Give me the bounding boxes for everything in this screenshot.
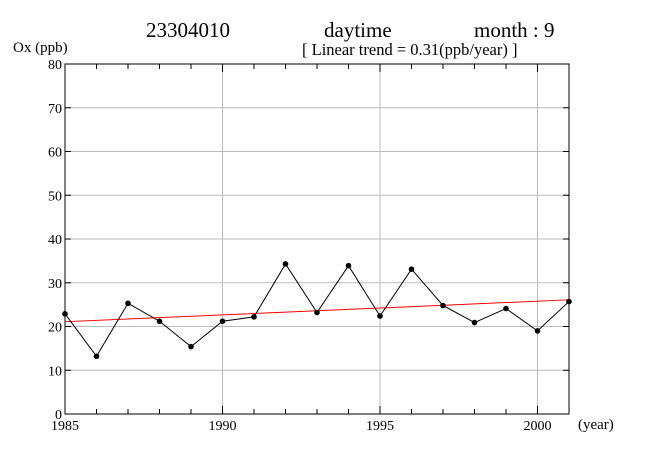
- period-label: daytime: [324, 18, 392, 42]
- data-point: [314, 309, 320, 316]
- y-tick-label: 50: [48, 189, 62, 204]
- x-tick-label: 1990: [209, 419, 237, 434]
- data-point: [156, 318, 163, 325]
- data-point: [62, 311, 68, 317]
- x-tick-label: 2000: [524, 419, 552, 434]
- y-tick-label: 0: [55, 408, 62, 423]
- grid-lines: [65, 64, 569, 414]
- x-axis-label: (year): [578, 417, 614, 433]
- y-tick-label: 20: [48, 321, 62, 336]
- y-axis-label: Ox (ppb): [13, 40, 68, 56]
- data-point: [440, 302, 446, 309]
- y-tick-label: 10: [48, 364, 62, 379]
- month-label: month : 9: [474, 18, 555, 42]
- data-point: [125, 300, 131, 307]
- data-point: [251, 314, 257, 320]
- y-tick-label: 70: [48, 102, 62, 117]
- data-point: [188, 343, 194, 350]
- x-tick-label: 1995: [366, 419, 394, 434]
- y-tick-label: 40: [48, 233, 62, 248]
- data-point: [503, 305, 509, 312]
- data-point: [377, 313, 383, 319]
- x-tick-label: 1985: [51, 419, 79, 434]
- data-point: [408, 266, 415, 272]
- station-code: 23304010: [146, 18, 230, 42]
- data-point: [345, 262, 352, 269]
- data-point: [471, 319, 478, 326]
- data-point: [93, 353, 100, 360]
- data-point: [566, 298, 572, 305]
- y-tick-label: 60: [48, 146, 62, 161]
- data-point: [219, 318, 226, 325]
- data-point: [282, 261, 289, 267]
- axis-ticks: 0 10 20 30 40 50 60 70 80 1985 1990 1995 2000: [48, 58, 570, 434]
- series-group: [62, 261, 572, 360]
- trend-note: [ Linear trend = 0.31(ppb/year) ]: [302, 40, 518, 59]
- data-point: [534, 328, 541, 334]
- y-tick-label: 80: [48, 58, 62, 73]
- y-tick-label: 30: [48, 277, 62, 292]
